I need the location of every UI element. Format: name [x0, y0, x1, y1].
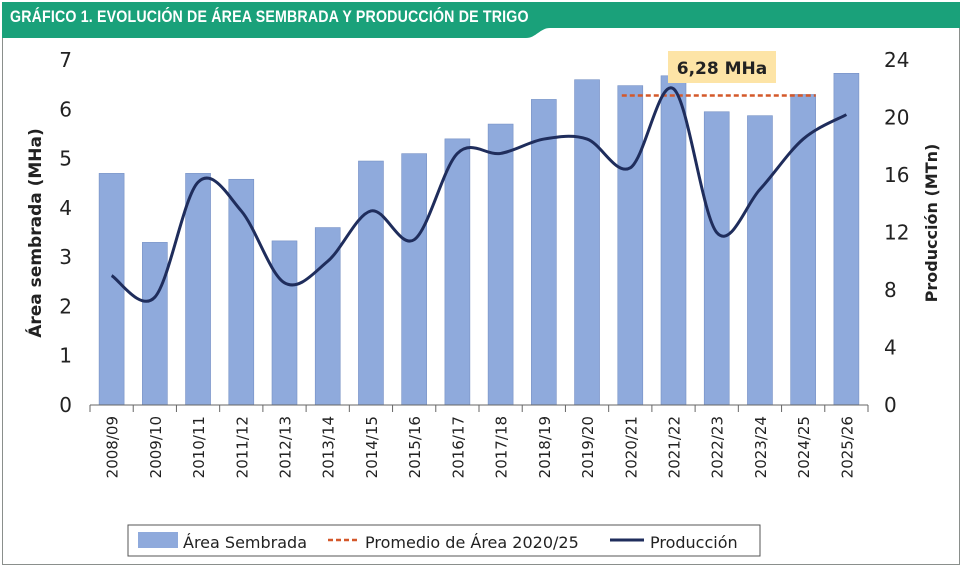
x-tick-label: 2018/19: [536, 416, 554, 478]
left-tick-label: 0: [59, 393, 72, 417]
left-tick-label: 6: [59, 97, 72, 121]
bar-area-2022/23: [703, 111, 730, 406]
x-tick-label: 2014/15: [363, 416, 381, 478]
x-tick-label: 2008/09: [104, 416, 122, 478]
bar-area-2009/10: [142, 242, 168, 406]
bar-area-2024/25: [790, 94, 816, 406]
bar-area-2011/12: [228, 178, 255, 406]
left-tick-label: 3: [59, 245, 72, 269]
x-tick-label: 2025/26: [838, 416, 856, 478]
bar-area-2008/09: [98, 173, 125, 406]
left-tick-label: 1: [59, 344, 72, 368]
right-tick-label: 24: [884, 48, 909, 72]
x-tick-label: 2019/20: [579, 416, 597, 478]
x-tick-label: 2009/10: [147, 416, 165, 478]
average-callout-label: 6,28 MHa: [677, 59, 767, 79]
legend-swatch-area: [138, 532, 178, 548]
legend-box: [127, 524, 761, 557]
average-callout-box: [668, 51, 776, 83]
legend-label-average: Promedio de Área 2020/25: [365, 533, 579, 552]
bar-area-2018/19: [531, 99, 557, 406]
bar-area-2021/22: [660, 75, 687, 406]
x-tick-label: 2011/12: [233, 416, 251, 478]
left-tick-label: 7: [59, 48, 72, 72]
y-axis-title-left: Área sembrada (MHa): [24, 128, 46, 338]
chart-title: GRÁFICO 1. EVOLUCIÓN DE ÁREA SEMBRADA Y …: [10, 8, 529, 26]
bar-area-2016/17: [444, 138, 471, 406]
bar-area-2010/11: [185, 173, 211, 406]
right-tick-label: 16: [884, 163, 909, 187]
x-tick-label: 2013/14: [320, 416, 338, 478]
bar-area-2015/16: [401, 153, 427, 406]
x-tick-label: 2021/22: [666, 416, 684, 478]
bar-area-2012/13: [271, 240, 298, 406]
left-tick-label: 4: [59, 196, 72, 220]
x-tick-label: 2010/11: [190, 416, 208, 478]
bar-area-2020/21: [617, 85, 644, 406]
left-tick-label: 5: [59, 147, 72, 171]
legend-label-area: Área Sembrada: [183, 533, 307, 552]
bar-area-2013/14: [314, 227, 341, 406]
bar-area-2019/20: [574, 79, 600, 406]
x-tick-label: 2022/23: [709, 416, 727, 478]
x-tick-label: 2016/17: [449, 416, 467, 478]
y-axis-title-right: Producción (MTn): [922, 144, 941, 303]
right-tick-label: 8: [884, 278, 897, 302]
x-tick-label: 2020/21: [622, 416, 640, 478]
x-tick-label: 2017/18: [493, 416, 511, 478]
bar-area-2017/18: [487, 123, 514, 406]
x-tick-label: 2023/24: [752, 416, 770, 478]
legend-label-production: Producción: [650, 533, 738, 552]
x-tick-label: 2012/13: [277, 416, 295, 478]
production-line: [110, 86, 848, 303]
left-tick-label: 2: [59, 294, 72, 318]
x-tick-label: 2024/25: [795, 416, 813, 478]
bar-area-2014/15: [358, 160, 384, 406]
right-tick-label: 0: [884, 393, 897, 417]
right-tick-label: 4: [884, 336, 897, 360]
header-band: [2, 2, 960, 38]
right-tick-label: 12: [884, 221, 909, 245]
bar-area-2025/26: [833, 73, 860, 406]
x-tick-label: 2015/16: [406, 416, 424, 478]
bar-area-2023/24: [747, 115, 773, 406]
right-tick-label: 20: [884, 106, 909, 130]
